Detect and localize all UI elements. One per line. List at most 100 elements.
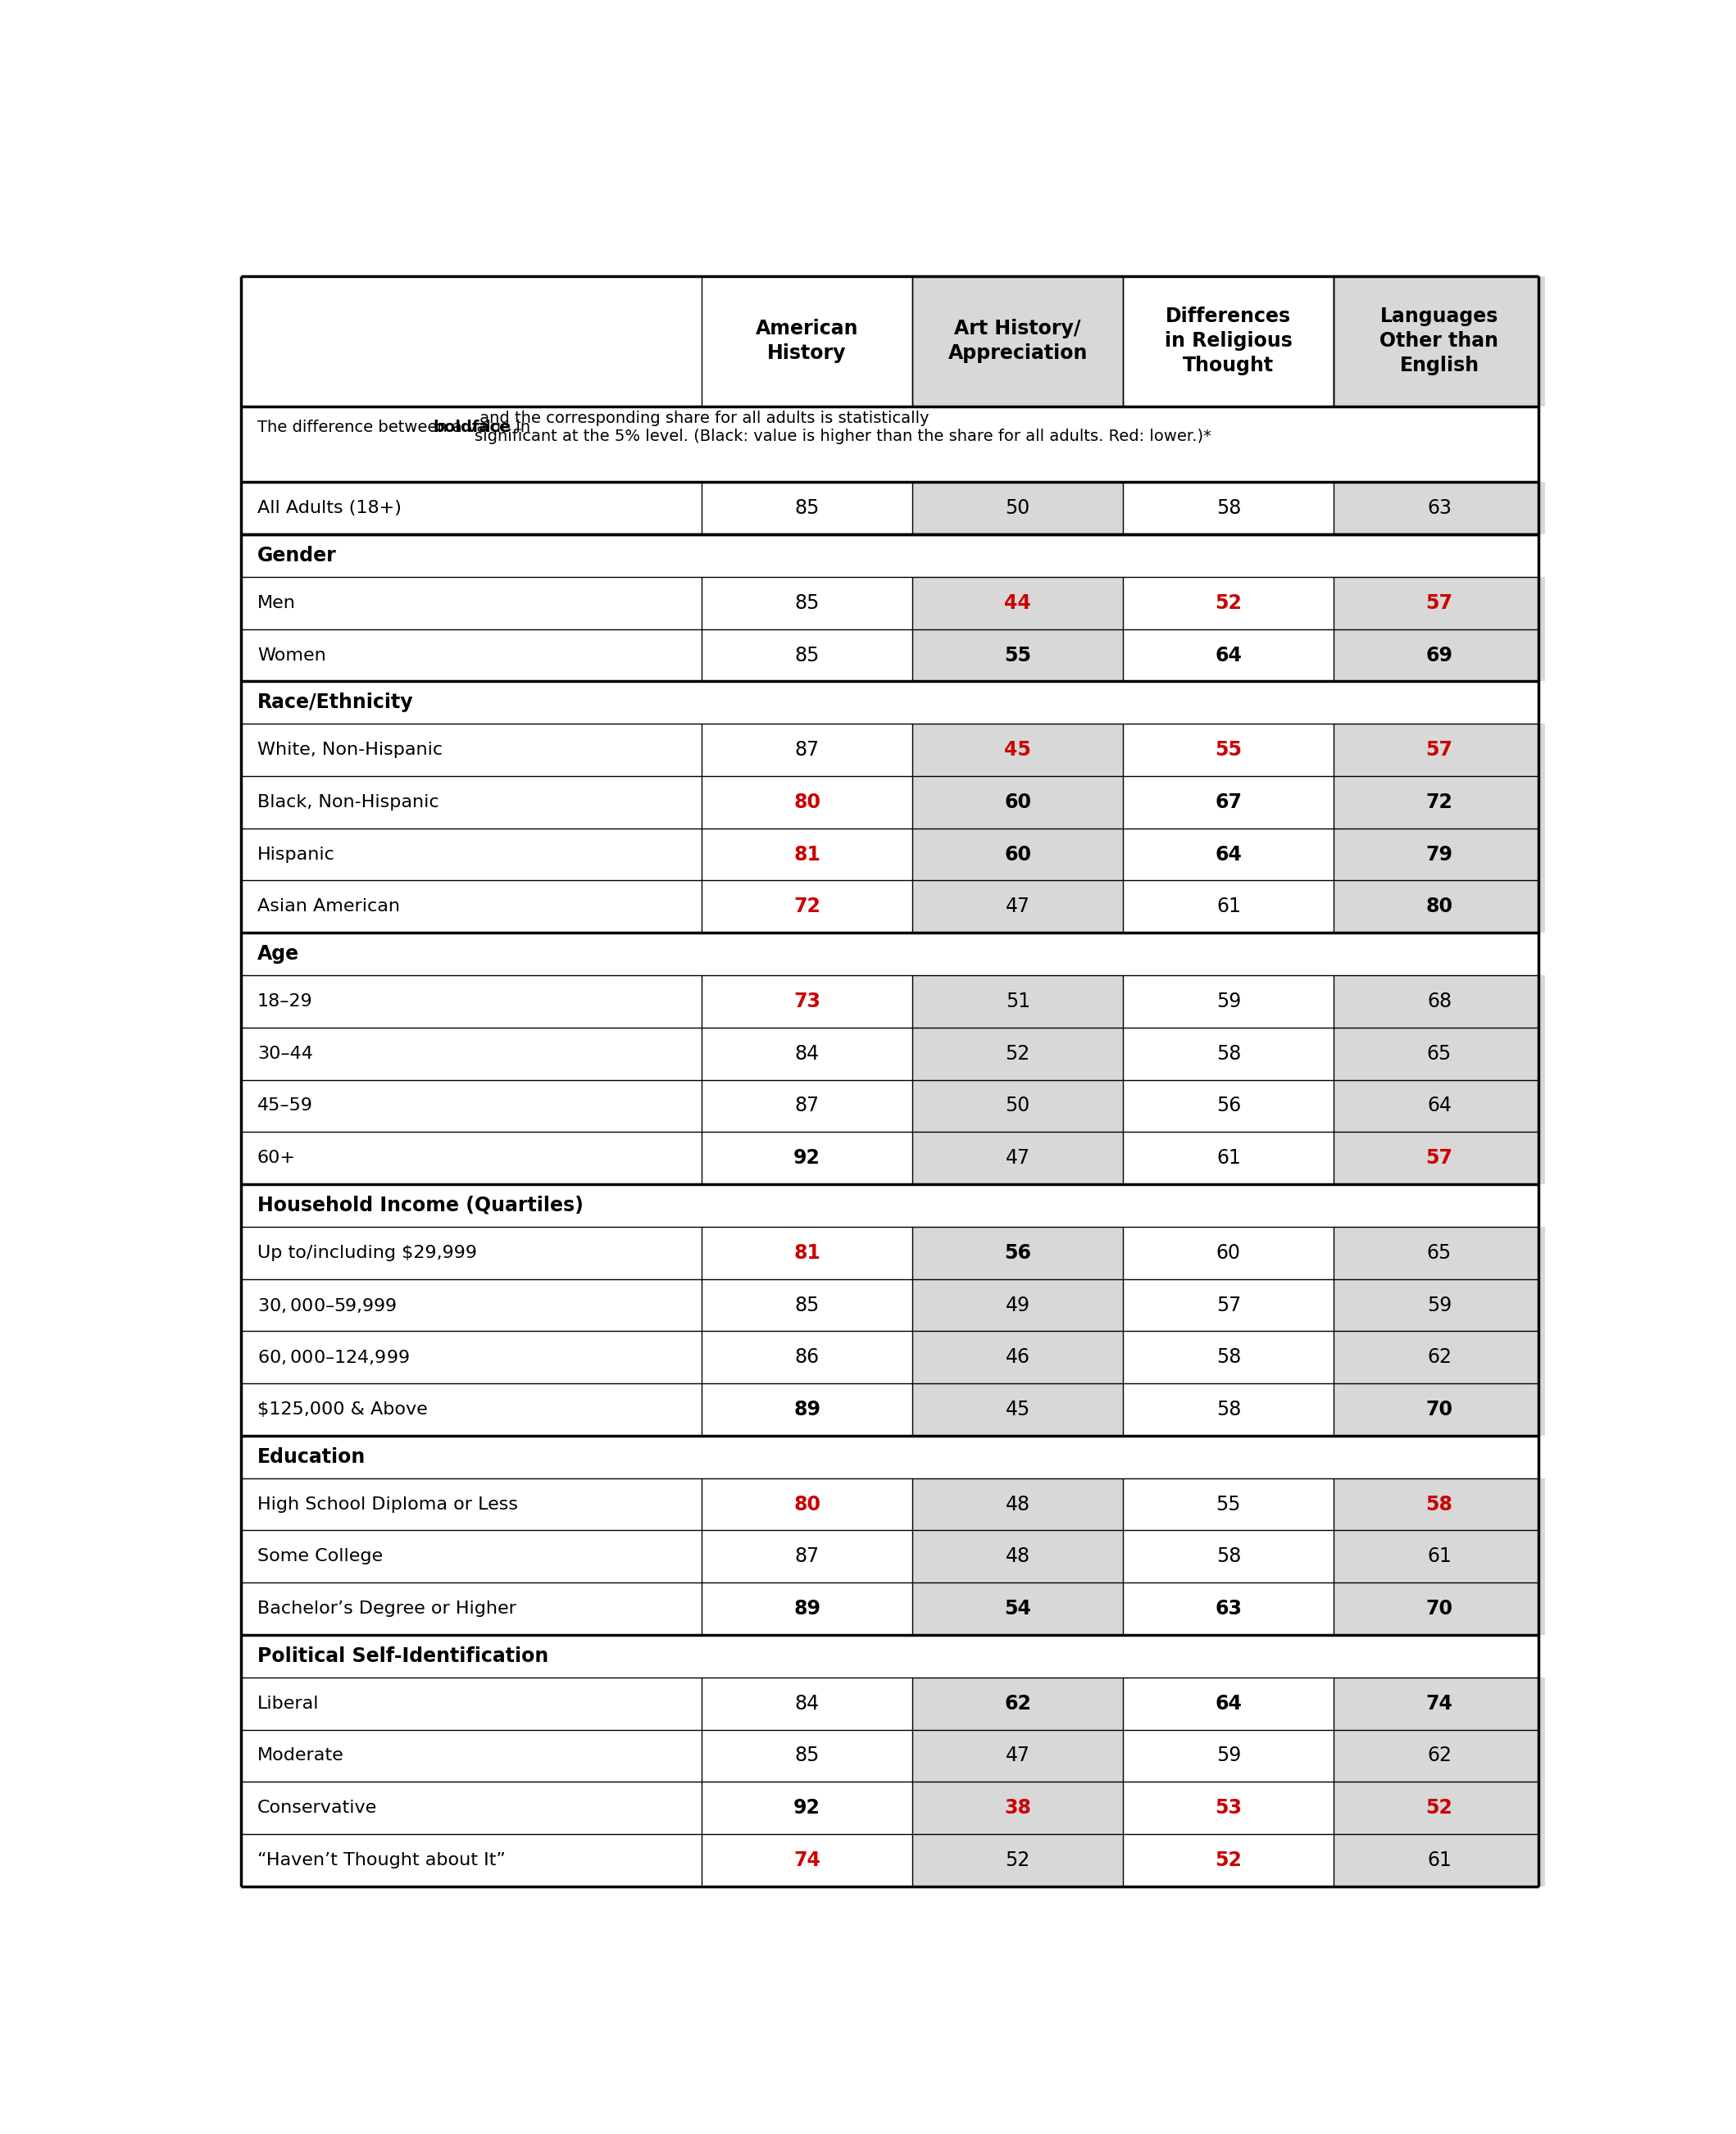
Text: 65: 65 (1427, 1244, 1451, 1263)
Text: 51: 51 (1005, 992, 1029, 1012)
Bar (701, 1729, 913, 1782)
Text: 85: 85 (795, 1746, 819, 1765)
Bar (1123, 1029, 1333, 1080)
Text: Race/Ethnicity: Race/Ethnicity (257, 694, 413, 713)
Text: 74: 74 (793, 1850, 821, 1869)
Bar (913, 1131, 1123, 1184)
Text: 54: 54 (1005, 1598, 1031, 1618)
Text: 63: 63 (1427, 499, 1451, 519)
Text: $60,000–$124,999: $60,000–$124,999 (257, 1349, 410, 1366)
Bar (913, 630, 1123, 681)
Text: 89: 89 (793, 1598, 821, 1618)
Text: 81: 81 (793, 1244, 821, 1263)
Bar (241, 1782, 701, 1833)
Bar (701, 1131, 913, 1184)
Bar (1333, 1227, 1545, 1278)
Bar (241, 933, 1538, 975)
Text: 87: 87 (795, 1547, 819, 1566)
Bar (913, 1227, 1123, 1278)
Text: 62: 62 (1427, 1347, 1451, 1368)
Text: 57: 57 (1425, 740, 1453, 760)
Bar (1333, 482, 1545, 534)
Text: American
History: American History (755, 318, 858, 363)
Text: 64: 64 (1427, 1097, 1451, 1116)
Text: 48: 48 (1005, 1494, 1029, 1515)
Bar (241, 482, 701, 534)
Text: 52: 52 (1425, 1799, 1453, 1818)
Text: 61: 61 (1427, 1547, 1451, 1566)
Text: 58: 58 (1217, 1347, 1241, 1368)
Bar (1333, 1029, 1545, 1080)
Bar (1123, 1677, 1333, 1729)
Bar (701, 1278, 913, 1332)
Text: 86: 86 (795, 1347, 819, 1368)
Text: 85: 85 (795, 644, 819, 666)
Text: 52: 52 (1215, 593, 1241, 612)
Text: 50: 50 (1005, 499, 1029, 519)
Bar (1333, 1530, 1545, 1583)
Text: 60: 60 (1003, 845, 1031, 864)
Text: 55: 55 (1215, 740, 1241, 760)
Text: 80: 80 (793, 1494, 821, 1515)
Bar (913, 1278, 1123, 1332)
Bar (913, 275, 1123, 405)
Bar (1333, 723, 1545, 777)
Bar (701, 275, 913, 405)
Text: 45–59: 45–59 (257, 1097, 312, 1114)
Bar (701, 1530, 913, 1583)
Text: Black, Non-Hispanic: Black, Non-Hispanic (257, 794, 439, 811)
Bar (913, 576, 1123, 630)
Bar (1123, 1782, 1333, 1833)
Bar (241, 881, 701, 933)
Text: “Haven’t Thought about It”: “Haven’t Thought about It” (257, 1852, 505, 1867)
Text: 48: 48 (1005, 1547, 1029, 1566)
Text: 89: 89 (793, 1400, 821, 1419)
Text: 64: 64 (1215, 1694, 1241, 1714)
Bar (241, 1677, 701, 1729)
Bar (1333, 1383, 1545, 1436)
Text: 85: 85 (795, 499, 819, 519)
Bar (701, 1332, 913, 1383)
Bar (701, 723, 913, 777)
Text: 64: 64 (1215, 644, 1241, 666)
Bar (913, 1383, 1123, 1436)
Bar (913, 1530, 1123, 1583)
Bar (1333, 1782, 1545, 1833)
Bar (701, 777, 913, 828)
Text: 55: 55 (1215, 1494, 1241, 1515)
Text: Men: Men (257, 595, 295, 610)
Text: 18–29: 18–29 (257, 992, 312, 1009)
Bar (701, 1383, 913, 1436)
Text: 56: 56 (1217, 1097, 1241, 1116)
Text: Education: Education (257, 1447, 366, 1466)
Bar (241, 1383, 701, 1436)
Bar (1123, 576, 1333, 630)
Bar (913, 1332, 1123, 1383)
Bar (701, 1833, 913, 1886)
Bar (241, 1729, 701, 1782)
Bar (241, 828, 701, 881)
Text: 59: 59 (1217, 992, 1241, 1012)
Bar (1123, 828, 1333, 881)
Bar (913, 828, 1123, 881)
Text: boldface: boldface (434, 420, 510, 435)
Text: 46: 46 (1005, 1347, 1029, 1368)
Bar (241, 405, 1538, 482)
Text: Liberal: Liberal (257, 1694, 319, 1711)
Text: 56: 56 (1003, 1244, 1031, 1263)
Bar (241, 576, 701, 630)
Text: 61: 61 (1217, 1148, 1241, 1167)
Bar (913, 1583, 1123, 1635)
Bar (241, 275, 701, 405)
Bar (241, 1479, 701, 1530)
Text: 81: 81 (793, 845, 821, 864)
Bar (241, 723, 701, 777)
Bar (1123, 975, 1333, 1029)
Bar (701, 975, 913, 1029)
Bar (1123, 1131, 1333, 1184)
Bar (1333, 1583, 1545, 1635)
Bar (913, 975, 1123, 1029)
Bar (1333, 1080, 1545, 1131)
Text: 85: 85 (795, 593, 819, 612)
Bar (913, 881, 1123, 933)
